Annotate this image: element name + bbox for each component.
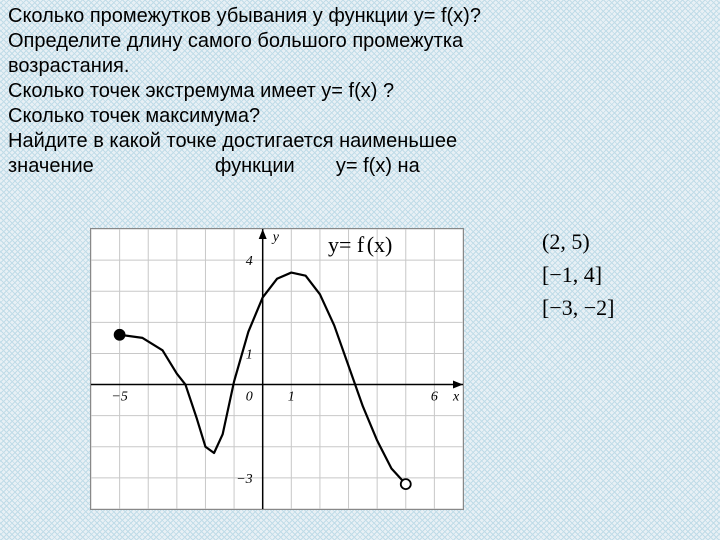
interval-3: [−3, −2]: [542, 291, 614, 324]
svg-text:−3: −3: [236, 472, 252, 487]
intervals-list: (2, 5) [−1, 4] [−3, −2]: [542, 225, 614, 324]
function-label: y= f (x): [328, 232, 392, 258]
svg-text:1: 1: [288, 390, 295, 405]
interval-1: (2, 5): [542, 225, 614, 258]
question-text: Сколько промежутков убывания у функции y…: [8, 4, 712, 179]
line-4: Сколько точек экстремума имеет y= f(x) ?: [8, 79, 712, 104]
svg-text:x: x: [452, 390, 460, 405]
function-chart: −5 1 6 1 4 −3 0 y x: [90, 228, 464, 510]
line-7: значение функции y= f(x) на: [8, 154, 712, 179]
svg-text:4: 4: [246, 254, 253, 269]
svg-text:y: y: [271, 230, 280, 245]
line-2: Определите длину самого большого промежу…: [8, 29, 712, 54]
interval-2: [−1, 4]: [542, 258, 614, 291]
line-1: Сколько промежутков убывания у функции y…: [8, 4, 712, 29]
line-5: Сколько точек максимума?: [8, 104, 712, 129]
svg-text:−5: −5: [111, 390, 127, 405]
svg-text:0: 0: [246, 390, 253, 405]
svg-text:1: 1: [246, 347, 253, 362]
line-6: Найдите в какой точке достигается наимен…: [8, 129, 712, 154]
line-3: возрастания.: [8, 54, 712, 79]
svg-text:6: 6: [431, 390, 438, 405]
